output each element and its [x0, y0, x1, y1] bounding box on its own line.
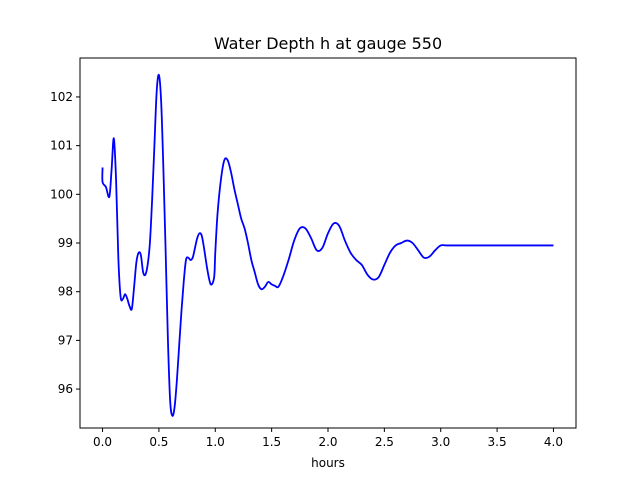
y-tick-label: 97	[58, 333, 73, 347]
x-tick-label: 1.5	[262, 435, 281, 449]
x-tick-label: 2.5	[375, 435, 394, 449]
y-tick-label: 101	[50, 139, 73, 153]
x-tick-label: 2.0	[318, 435, 337, 449]
x-tick-label: 1.0	[206, 435, 225, 449]
x-tick-label: 0.0	[93, 435, 112, 449]
y-tick-label: 98	[58, 285, 73, 299]
plot-series	[101, 73, 554, 417]
y-tick-label: 96	[58, 382, 73, 396]
x-tick-label: 3.0	[431, 435, 450, 449]
series-line-water-depth	[101, 73, 554, 417]
y-tick-label: 102	[50, 90, 73, 104]
x-axis-ticks: 0.0 0.5 1.0 1.5 2.0 2.5 3.0 3.5 4.0	[93, 428, 563, 449]
y-axis-ticks: 96 97 98 99 100 101 102	[50, 90, 80, 396]
chart-title: Water Depth h at gauge 550	[214, 34, 442, 53]
y-tick-label: 100	[50, 187, 73, 201]
x-tick-label: 0.5	[149, 435, 168, 449]
x-tick-label: 4.0	[544, 435, 563, 449]
x-axis-label: hours	[311, 456, 345, 470]
x-tick-label: 3.5	[488, 435, 507, 449]
y-tick-label: 99	[58, 236, 73, 250]
plot-area-frame	[79, 57, 577, 429]
